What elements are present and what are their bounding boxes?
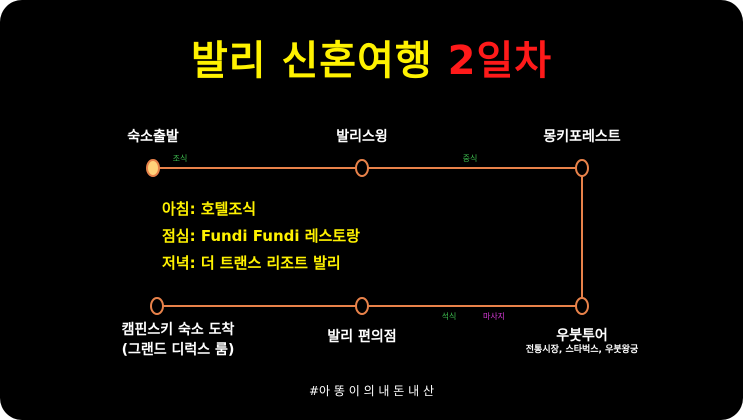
stop-start-label: 숙소출발 <box>127 129 179 145</box>
stop-store-label: 발리 편의점 <box>327 329 397 345</box>
meal-breakfast: 아침: 호텔조식 <box>162 200 257 218</box>
massage-label: 마사지 <box>482 312 506 321</box>
stop-start-marker <box>146 159 160 177</box>
lunch-label: 중식 <box>462 154 478 163</box>
stop-ubud-label: 우붓투어 <box>556 328 608 344</box>
hotel-line2: (그랜드 디럭스 룸) <box>121 342 235 358</box>
stop-swing-label: 발리스윙 <box>336 129 388 145</box>
title-main: 발리 신혼여행 <box>190 38 433 84</box>
stop-hotel-marker <box>150 297 164 315</box>
page-title: 발리 신혼여행 2일차 <box>0 28 743 86</box>
stop-monkey-label: 몽키포레스트 <box>543 129 621 145</box>
stop-hotel-label: 캠핀스키 숙소 도착 (그랜드 디럭스 룸) <box>122 320 235 360</box>
stop-swing-marker <box>355 159 369 177</box>
dinner-label: 석식 <box>441 312 457 321</box>
stop-monkey-marker <box>575 159 589 177</box>
stop-store-marker <box>355 297 369 315</box>
meal-dinner: 저녁: 더 트랜스 리조트 발리 <box>162 254 341 272</box>
title-day: 2일차 <box>447 38 553 84</box>
stop-ubud-marker <box>575 297 589 315</box>
meal-lunch: 점심: Fundi Fundi 레스토랑 <box>162 227 360 245</box>
footer-hashtag: #아 똥 이 의 내 돈 내 산 <box>308 384 435 398</box>
hotel-line1: 캠핀스키 숙소 도착 <box>121 322 235 338</box>
stop-ubud-detail: 전통시장, 스타벅스, 우붓왕궁 <box>525 345 639 355</box>
breakfast-label: 조식 <box>172 154 188 163</box>
